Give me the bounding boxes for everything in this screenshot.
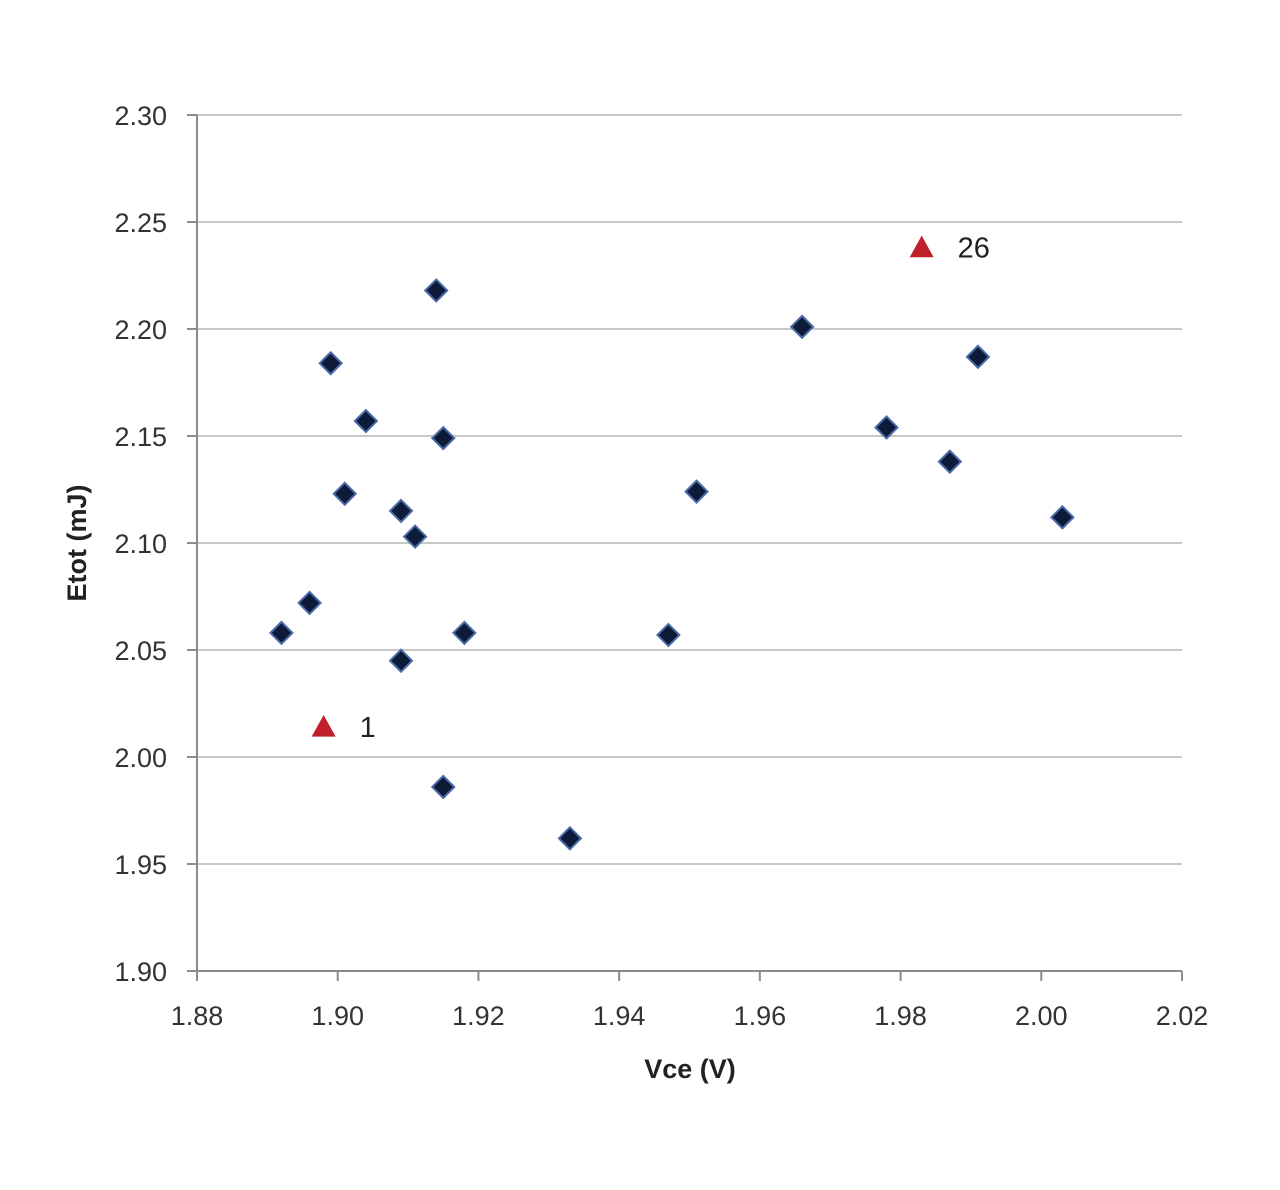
data-point-diamond	[965, 344, 991, 370]
data-point-diamond	[655, 622, 681, 648]
data-point-diamond	[789, 314, 815, 340]
data-point-triangle	[909, 235, 934, 258]
axes	[187, 114, 1183, 981]
x-tick-label: 1.92	[452, 1001, 505, 1031]
data-point-diamond	[684, 479, 709, 505]
data-point-triangle	[311, 715, 336, 737]
data-point-diamond	[937, 449, 963, 475]
data-point-diamond	[388, 498, 414, 524]
data-point-diamond	[430, 425, 456, 451]
y-tick-label: 1.90	[114, 957, 167, 987]
x-tick-label: 2.00	[1015, 1001, 1068, 1031]
data-point-diamond	[874, 415, 899, 440]
grid-lines	[197, 114, 1182, 865]
data-point-diamond	[269, 620, 294, 646]
y-tick-label: 1.95	[114, 850, 167, 880]
y-tick-label: 2.05	[114, 636, 167, 666]
y-axis-title: Etot (mJ)	[62, 485, 92, 602]
data-point-diamond	[402, 524, 428, 549]
x-tick-label: 1.88	[171, 1001, 224, 1031]
x-tick-labels: 1.88 1.90 1.92 1.94 1.96 1.98 2.00 2.02	[171, 1001, 1209, 1031]
data-point-diamond	[297, 590, 322, 616]
data-point-diamond	[388, 648, 414, 674]
y-tick-labels: 1.90 1.95 2.00 2.05 2.10 2.15 2.20 2.25 2.30	[114, 101, 167, 987]
y-tick-label: 2.15	[114, 422, 167, 452]
point-annotation: 1	[360, 712, 376, 744]
y-tick-label: 2.00	[114, 743, 167, 773]
y-tick-label: 2.30	[114, 101, 167, 131]
data-point-diamond	[353, 408, 379, 434]
x-tick-label: 1.96	[734, 1001, 787, 1031]
data-point-diamond	[451, 620, 477, 646]
x-tick-label: 1.90	[311, 1001, 364, 1031]
data-point-diamond	[423, 278, 449, 303]
x-tick-label: 1.94	[593, 1001, 646, 1031]
x-axis-title: Vce (V)	[644, 1054, 736, 1084]
data-point-diamond	[430, 774, 456, 800]
data-point-diamond	[557, 825, 583, 851]
x-tick-label: 2.02	[1156, 1001, 1209, 1031]
y-tick-label: 2.20	[114, 315, 167, 345]
data-points: 1 26	[269, 233, 1075, 851]
data-point-diamond	[318, 350, 344, 376]
data-point-diamond	[332, 481, 358, 507]
y-tick-label: 2.25	[114, 208, 167, 238]
y-tick-label: 2.10	[114, 529, 167, 559]
point-annotation: 26	[958, 233, 990, 265]
data-point-diamond	[1049, 504, 1075, 530]
x-tick-label: 1.98	[874, 1001, 927, 1031]
